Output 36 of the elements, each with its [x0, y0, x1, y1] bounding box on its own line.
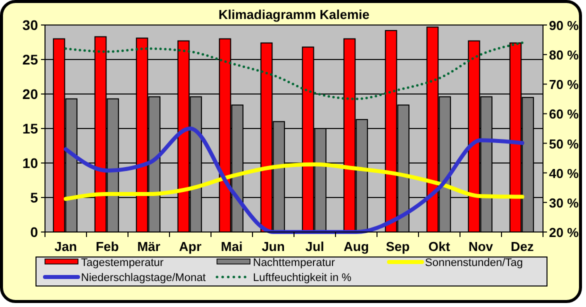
x-tick-label: Mai	[220, 239, 243, 254]
y-tick-label: 20	[22, 86, 38, 102]
legend-label: Luftfeuchtigkeit in %	[253, 272, 352, 284]
y-tick-label: 5	[30, 190, 38, 206]
x-tick-label: Mär	[137, 239, 160, 254]
y-tick-label: 10	[22, 155, 38, 171]
chart-title: Klimadiagramm Kalemie	[218, 7, 370, 22]
y2-tick-label: 70 %	[549, 77, 580, 92]
y2-tick-label: 40 %	[549, 166, 580, 181]
line-series	[64, 41, 524, 100]
y-tick-label: 25	[22, 52, 38, 68]
legend-label: Niederschlagstage/Monat	[81, 272, 206, 284]
x-tick-label: Jan	[54, 239, 78, 254]
x-tick-label: Nov	[468, 239, 494, 254]
x-tick-label: Dez	[510, 239, 534, 254]
y-tick-label: 30	[22, 17, 38, 33]
legend-label: Tagestemperatur	[81, 257, 164, 269]
x-tick-label: Jun	[262, 239, 285, 254]
y-tick-label: 0	[30, 224, 38, 240]
x-tick-label: Jul	[305, 239, 324, 254]
x-tick-label: Sep	[386, 239, 410, 254]
legend-label: Sonnenstunden/Tag	[425, 257, 523, 269]
y-tick-label: 15	[22, 120, 38, 136]
y2-tick-label: 80 %	[549, 48, 580, 63]
y2-tick-label: 50 %	[549, 136, 580, 152]
y2-tick-label: 20 %	[549, 225, 580, 240]
y2-tick-label: 90 %	[549, 18, 580, 33]
y2-tick-label: 60 %	[549, 106, 580, 122]
legend-label: Nachttemperatur	[253, 257, 336, 269]
x-tick-label: Apr	[179, 239, 202, 254]
line-series	[64, 162, 524, 201]
x-tick-label: Okt	[428, 239, 451, 254]
line-series	[64, 126, 524, 234]
y2-tick-label: 30 %	[549, 195, 580, 210]
x-tick-label: Aug	[344, 239, 369, 254]
x-tick-label: Feb	[96, 239, 119, 254]
